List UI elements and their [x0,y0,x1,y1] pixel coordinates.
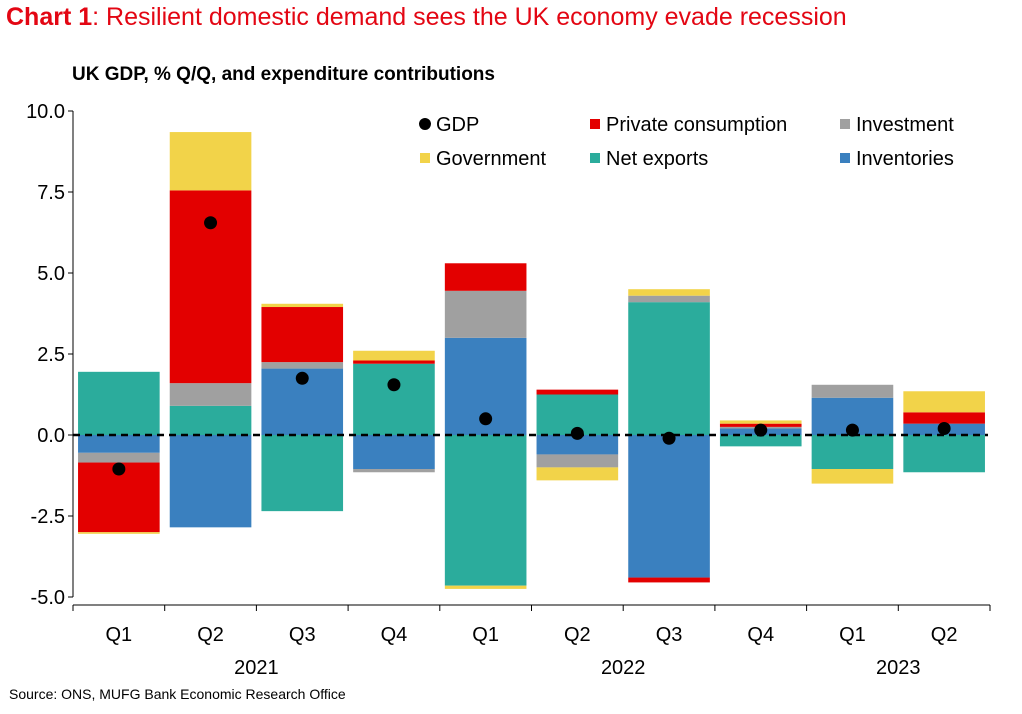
bar-inventories [78,435,160,453]
bar-net-exports [903,435,985,473]
bar-government [353,350,435,361]
x-tick-label: Q3 [656,624,683,646]
bar-government [903,391,985,413]
legend-marker-investment [840,119,850,129]
bar-private-consumption [536,389,619,395]
y-tick-label: 10.0 [26,101,65,123]
chart-headline-text: : Resilient domestic demand sees the UK … [92,3,847,31]
gdp-point [754,423,768,437]
gdp-point [295,371,309,385]
y-tick-label: 5.0 [37,263,65,285]
bar-investment [811,384,894,398]
bar-government [536,467,619,481]
x-tick-label: Q1 [839,624,866,646]
legend-label-net-exports: Net exports [606,148,708,170]
gdp-point [387,378,401,392]
chart-headline: Chart 1: Resilient domestic demand sees … [6,3,847,32]
bar-investment [261,362,344,369]
bar-net-exports [169,405,252,435]
gdp-point [112,462,126,476]
y-tick-label: -2.5 [31,506,65,528]
x-tick-label: Q1 [472,624,499,646]
bar-investment [536,454,619,468]
bar-government [261,303,344,308]
bar-net-exports [628,302,710,435]
y-tick-label: 0.0 [37,425,65,447]
bar-net-exports [78,371,160,435]
legend-label-gdp: GDP [436,114,479,136]
legend-marker-gdp [419,118,431,130]
x-tick-label: Q2 [197,624,224,646]
bar-net-exports [353,363,435,435]
x-tick-label: Q3 [289,624,316,646]
bar-investment [628,295,710,303]
legend-label-investment: Investment [856,114,954,136]
legend-marker-net-exports [590,153,600,163]
y-tick-label: 7.5 [37,182,65,204]
bar-government [719,420,802,424]
year-label: 2021 [234,657,279,679]
x-tick-label: Q1 [106,624,133,646]
bar-inventories [353,435,435,470]
bar-private-consumption [444,263,527,291]
year-label: 2022 [601,657,646,679]
bar-investment [353,469,435,473]
x-tick-label: Q4 [747,624,774,646]
gdp-point [662,431,676,445]
bar-investment [444,290,527,338]
gdp-point [845,423,859,437]
bar-private-consumption [903,412,985,424]
bar-net-exports [444,435,527,586]
bar-net-exports [719,435,802,447]
bar-net-exports [261,435,344,512]
bar-inventories [536,435,619,455]
legend-label-government: Government [436,148,546,170]
year-label: 2023 [876,657,921,679]
chart-number: Chart 1 [6,3,93,31]
bar-government [78,532,160,534]
y-tick-label: -5.0 [31,587,65,609]
bar-private-consumption [353,360,435,364]
bar-investment [169,383,252,406]
bar-inventories [169,435,252,528]
bar-private-consumption [261,307,344,363]
gdp-point [937,422,951,436]
legend-marker-government [420,153,430,163]
legend-label-private-consumption: Private consumption [606,114,787,136]
source-note: Source: ONS, MUFG Bank Economic Research… [9,686,346,702]
legend-label-inventories: Inventories [856,148,954,170]
chart-title: UK GDP, % Q/Q, and expenditure contribut… [72,64,495,85]
x-tick-label: Q2 [564,624,591,646]
x-tick-label: Q2 [931,624,958,646]
gdp-point [570,426,584,440]
legend-marker-inventories [840,153,850,163]
y-tick-label: 2.5 [37,344,65,366]
bar-government [169,132,252,191]
gdp-point [204,216,218,230]
bar-investment [78,452,160,463]
bar-net-exports [811,435,894,470]
gdp-point [479,412,493,426]
x-tick-label: Q4 [381,624,408,646]
bar-government [444,585,527,589]
bar-private-consumption [628,577,710,583]
bar-government [628,289,710,296]
legend-marker-private-consumption [590,119,600,129]
bar-inventories [628,435,710,578]
bar-government [811,469,894,484]
